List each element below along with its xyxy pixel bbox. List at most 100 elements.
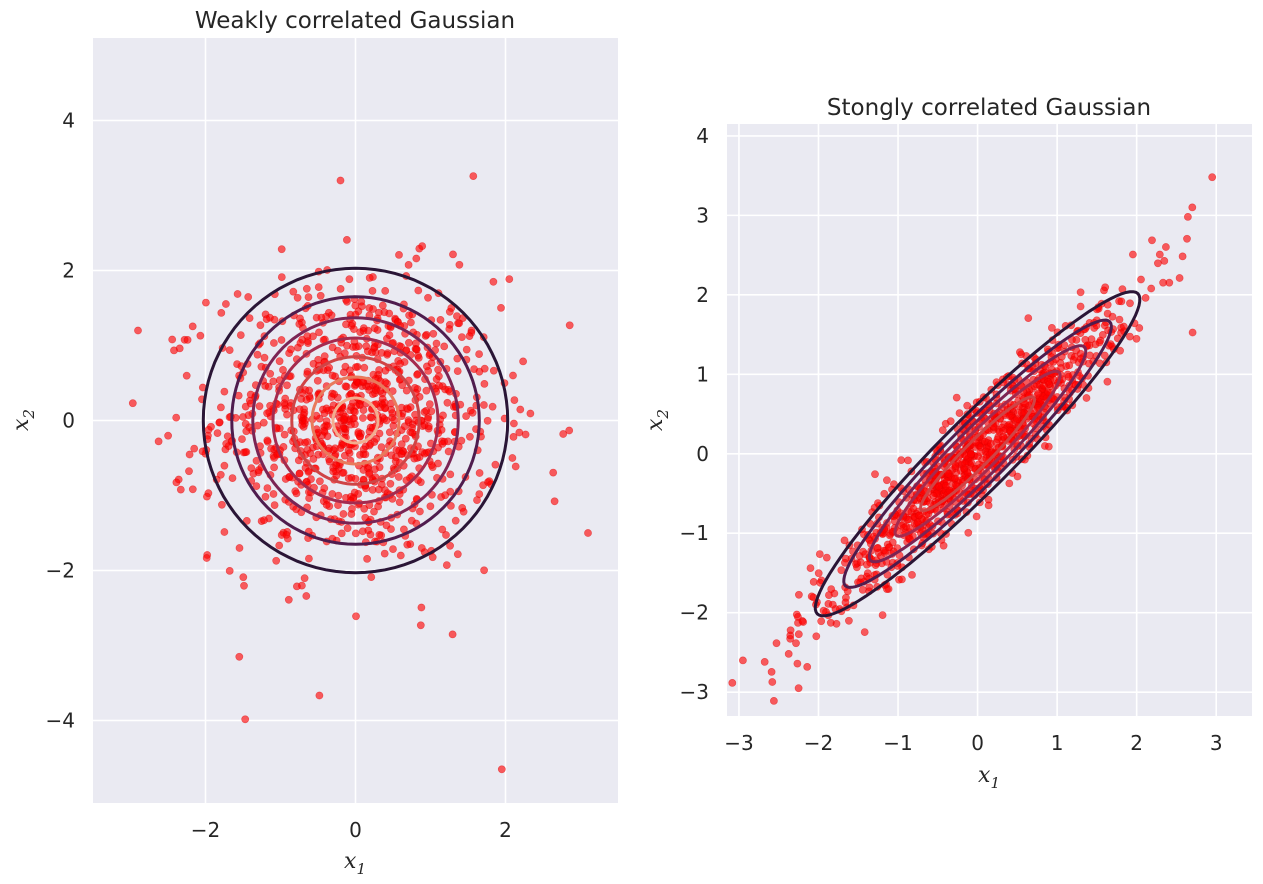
scatter-point — [296, 314, 304, 323]
scatter-point — [415, 507, 424, 516]
contour-line — [271, 336, 440, 505]
scatter-point — [559, 430, 568, 438]
scatter-point — [549, 468, 558, 477]
scatter-point — [465, 332, 474, 340]
scatter-point — [469, 172, 478, 180]
scatter-point — [369, 305, 377, 313]
scatter-point — [236, 331, 245, 339]
scatter-point — [395, 498, 404, 507]
scatter-point — [396, 359, 405, 368]
scatter-point — [414, 286, 423, 295]
scatter-point — [427, 461, 436, 469]
scatter-point — [1115, 315, 1124, 324]
scatter-point — [825, 591, 833, 599]
y-tick-label: 0 — [696, 442, 709, 466]
scatter-point — [253, 421, 262, 430]
scatter-point — [526, 409, 535, 418]
scatter-point — [370, 507, 378, 516]
scatter-point — [422, 330, 431, 339]
scatter-point — [238, 435, 246, 443]
scatter-point — [1040, 381, 1048, 390]
scatter-point — [1013, 415, 1021, 424]
scatter-point — [960, 464, 968, 473]
scatter-point — [375, 463, 384, 472]
scatter-point — [438, 525, 447, 534]
y-tick-label: 3 — [696, 203, 709, 227]
scatter-point — [550, 497, 559, 506]
scatter-point — [449, 250, 457, 259]
scatter-point — [306, 449, 315, 458]
scatter-point — [289, 287, 298, 296]
scatter-point — [1141, 293, 1150, 302]
scatter-point — [323, 432, 332, 441]
scatter-point — [282, 530, 291, 539]
scatter-point — [1126, 299, 1134, 308]
scatter-point — [408, 428, 417, 437]
scatter-point — [188, 322, 197, 331]
contour-line — [867, 344, 1088, 564]
scatter-point — [497, 303, 505, 312]
x-tick-label: −2 — [804, 731, 833, 755]
scatter-point — [908, 571, 916, 579]
scatter-point — [822, 553, 831, 562]
scatter-point — [993, 435, 1002, 444]
scatter-point — [423, 415, 432, 423]
scatter-point — [799, 618, 808, 626]
scatter-point — [404, 260, 413, 269]
scatter-point — [406, 403, 415, 412]
scatter-point — [422, 362, 431, 371]
scatter-point — [884, 543, 893, 552]
scatter-point — [984, 501, 993, 510]
scatter-point — [357, 302, 366, 311]
scatter-point — [292, 489, 301, 498]
scatter-point — [252, 482, 261, 490]
y-tick-label: −1 — [680, 521, 709, 545]
scatter-point — [794, 630, 803, 639]
y-tick-label: 1 — [696, 362, 709, 386]
scatter-point — [329, 467, 338, 476]
scatter-point — [772, 639, 781, 648]
scatter-point — [964, 528, 973, 537]
scatter-point — [256, 321, 265, 330]
scatter-point — [1159, 278, 1167, 287]
scatter-point — [380, 398, 389, 407]
scatter-point — [359, 445, 368, 454]
scatter-point — [325, 457, 334, 466]
scatter-point — [313, 376, 322, 385]
scatter-point — [275, 357, 284, 366]
scatter-point — [241, 448, 250, 457]
scatter-point — [190, 444, 199, 453]
contour-line — [290, 355, 421, 486]
scatter-point — [371, 386, 380, 394]
scatter-point — [270, 315, 279, 324]
scatter-point — [1103, 309, 1112, 318]
scatter-point — [242, 427, 251, 436]
scatter-point — [260, 353, 269, 362]
scatter-point — [372, 434, 381, 443]
scatter-point — [442, 531, 450, 539]
scatter-point — [1178, 252, 1187, 261]
y-tick-label: −4 — [46, 709, 75, 733]
scatter-point — [462, 345, 471, 354]
scatter-point — [475, 350, 483, 358]
scatter-point — [584, 529, 592, 537]
scatter-point — [377, 348, 386, 357]
scatter-point — [270, 463, 278, 472]
scatter-point — [442, 561, 451, 569]
scatter-point — [374, 485, 383, 494]
contour-line — [893, 369, 1062, 538]
scatter-point — [301, 416, 310, 425]
scatter-point — [395, 250, 403, 259]
scatter-point — [164, 431, 172, 440]
scatter-point — [972, 512, 981, 521]
y-tick-label: −2 — [680, 601, 709, 625]
scatter-point — [453, 367, 462, 375]
scatter-point — [176, 485, 185, 494]
scatter-point — [366, 440, 375, 448]
scatter-point — [275, 541, 284, 550]
scatter-point — [1103, 377, 1112, 386]
scatter-point — [480, 566, 488, 575]
right-y-axis-label: x2 — [643, 409, 672, 431]
scatter-point — [417, 603, 426, 612]
